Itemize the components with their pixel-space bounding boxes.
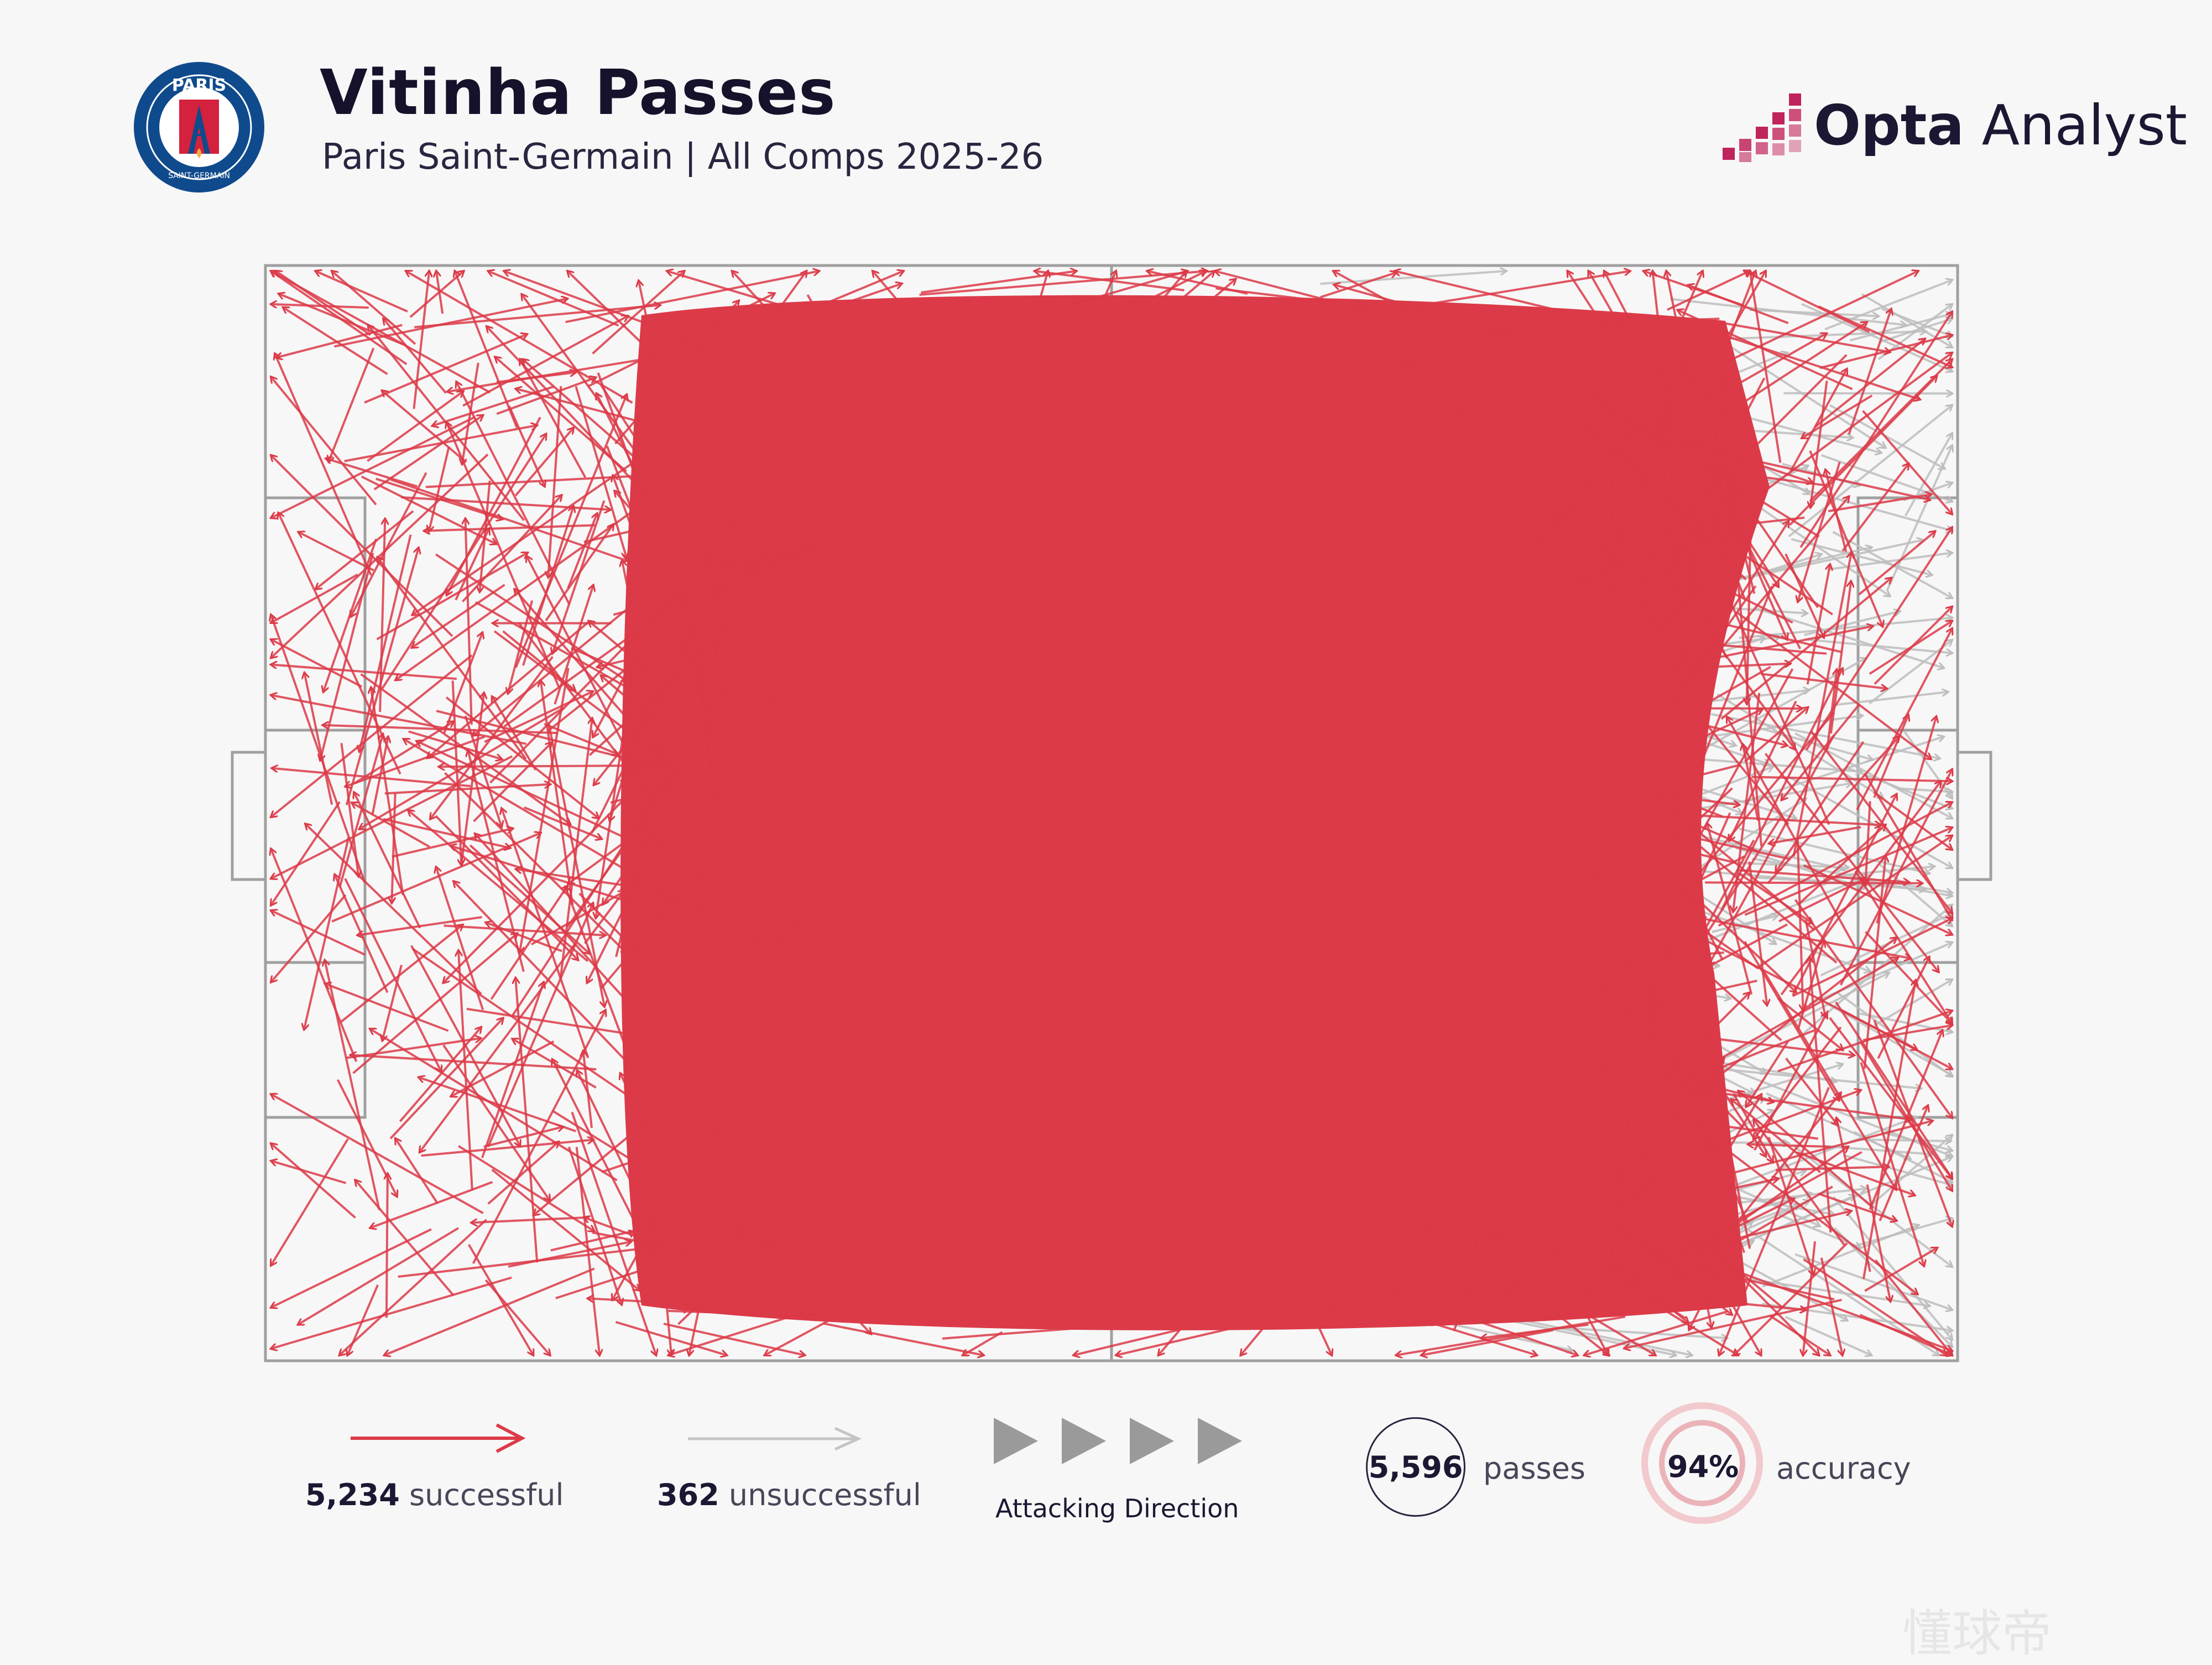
successful-pass-arrow [469, 1245, 534, 1355]
successful-pass-arrow [271, 377, 376, 504]
accuracy-label: accuracy [1776, 1454, 1911, 1484]
crest-bottom-text: SAINT-GERMAIN [168, 171, 230, 180]
successful-pass-arrow [400, 1027, 481, 1121]
unsuccessful-pass-arrow [1320, 271, 1506, 284]
pass-map-pitch [221, 254, 2024, 1416]
successful-pass-arrow [338, 1080, 397, 1196]
chart-title: Vitinha Passes [320, 62, 836, 124]
accuracy-value: 94% [1667, 1452, 1737, 1482]
successful-pass-arrow [1728, 1268, 1952, 1351]
successful-pass-arrow [387, 1174, 388, 1318]
successful-pass-arrow [439, 766, 684, 767]
successful-pass-density [620, 295, 1770, 1330]
successful-passes [271, 271, 1952, 1355]
successful-count: 5,234 [305, 1477, 400, 1512]
successful-pass-arrow [271, 1161, 346, 1183]
watermark-text: 懂球帝 [1902, 1593, 2052, 1665]
crest-top-text: PARIS [172, 76, 226, 95]
legend-successful-arrow-icon [348, 1422, 531, 1455]
successful-pass-arrow [471, 1217, 589, 1223]
attacking-direction-arrows-icon [993, 1413, 1247, 1469]
successful-pass-arrow [335, 875, 388, 992]
successful-pass-arrow [491, 886, 567, 1000]
unsuccessful-label: unsuccessful [729, 1477, 921, 1512]
right-goal [1958, 752, 1991, 880]
successful-pass-arrow [823, 1323, 984, 1355]
successful-pass-arrow [271, 802, 340, 906]
chart-subtitle: Paris Saint-Germain | All Comps 2025-26 [322, 139, 1044, 175]
successful-pass-arrow [1860, 1315, 1952, 1355]
unsuccessful-count: 362 [657, 1477, 719, 1512]
successful-pass-arrow [569, 1147, 622, 1304]
successful-pass-arrow [271, 615, 365, 882]
successful-pass-arrow [1818, 306, 1952, 367]
successful-pass-arrow [271, 1143, 355, 1217]
successful-pass-arrow [414, 271, 429, 409]
successful-pass-arrow [451, 1042, 554, 1096]
successful-pass-arrow [1656, 708, 1802, 709]
successful-pass-arrow [271, 895, 346, 982]
successful-pass-arrow [420, 944, 576, 1152]
successful-pass-arrow [424, 525, 595, 531]
successful-pass-arrow [347, 1285, 378, 1355]
successful-pass-arrow [1876, 1260, 1952, 1355]
successful-label: successful [409, 1477, 564, 1512]
successful-pass-arrow [304, 837, 349, 1029]
legend-unsuccessful-arrow-icon [686, 1425, 868, 1453]
successful-pass-arrow [395, 1138, 437, 1204]
successful-pass-arrow [361, 674, 571, 824]
passes-count-badge: 5,596 [1366, 1417, 1465, 1517]
successful-pass-arrow [444, 1045, 550, 1200]
psg-crest-logo: PARIS SAINT-GERMAIN [133, 61, 265, 194]
successful-pass-arrow [667, 1307, 671, 1355]
brand-bold: Opta [1814, 93, 1964, 158]
successful-pass-arrow [271, 1278, 512, 1349]
successful-pass-arrow [421, 1140, 593, 1156]
successful-pass-arrow [1808, 564, 1830, 684]
unsuccessful-pass-arrow [1887, 445, 1952, 590]
attacking-direction-label: Attacking Direction [995, 1494, 1239, 1523]
successful-pass-arrow [271, 910, 365, 955]
successful-pass-arrow [271, 455, 452, 636]
successful-pass-arrow [275, 353, 371, 575]
successful-pass-arrow [276, 325, 402, 358]
successful-pass-arrow [1830, 1018, 1952, 1179]
successful-pass-arrow [271, 1229, 431, 1307]
successful-pass-arrow [355, 1180, 453, 1295]
successful-pass-arrow [271, 575, 358, 623]
unsuccessful-pass-arrow [1789, 405, 1952, 537]
unsuccessful-pass-arrow [1802, 304, 1952, 371]
brand-wordmark: Opta Analyst [1814, 98, 2187, 153]
passes-label: passes [1483, 1454, 1585, 1484]
unsuccessful-pass-arrow [1786, 1317, 1871, 1355]
successful-pass-arrow [1801, 311, 1952, 547]
opta-analyst-logo: Opta Analyst [1723, 86, 2143, 163]
brand-light: Analyst [1964, 93, 2187, 158]
successful-pass-arrow [1761, 674, 1887, 688]
legend-successful: 5,234 successful [305, 1480, 564, 1510]
successful-pass-arrow [1644, 271, 1744, 305]
successful-pass-arrow [298, 1228, 458, 1325]
successful-pass-arrow [1822, 1258, 1843, 1355]
successful-pass-arrow [395, 511, 633, 680]
successful-pass-arrow [1321, 273, 1396, 298]
left-goal [232, 752, 265, 880]
legend-unsuccessful: 362 unsuccessful [657, 1480, 921, 1510]
successful-pass-arrow [271, 849, 356, 1062]
successful-pass-arrow [488, 271, 619, 326]
successful-pass-arrow [304, 673, 332, 804]
opta-mark-icon [1723, 86, 1806, 163]
successful-pass-arrow [1722, 271, 1756, 359]
successful-pass-arrow [271, 271, 490, 393]
unsuccessful-pass-arrow [1906, 433, 1952, 516]
successful-pass-arrow [328, 348, 373, 461]
successful-pass-arrow [1705, 882, 1922, 883]
